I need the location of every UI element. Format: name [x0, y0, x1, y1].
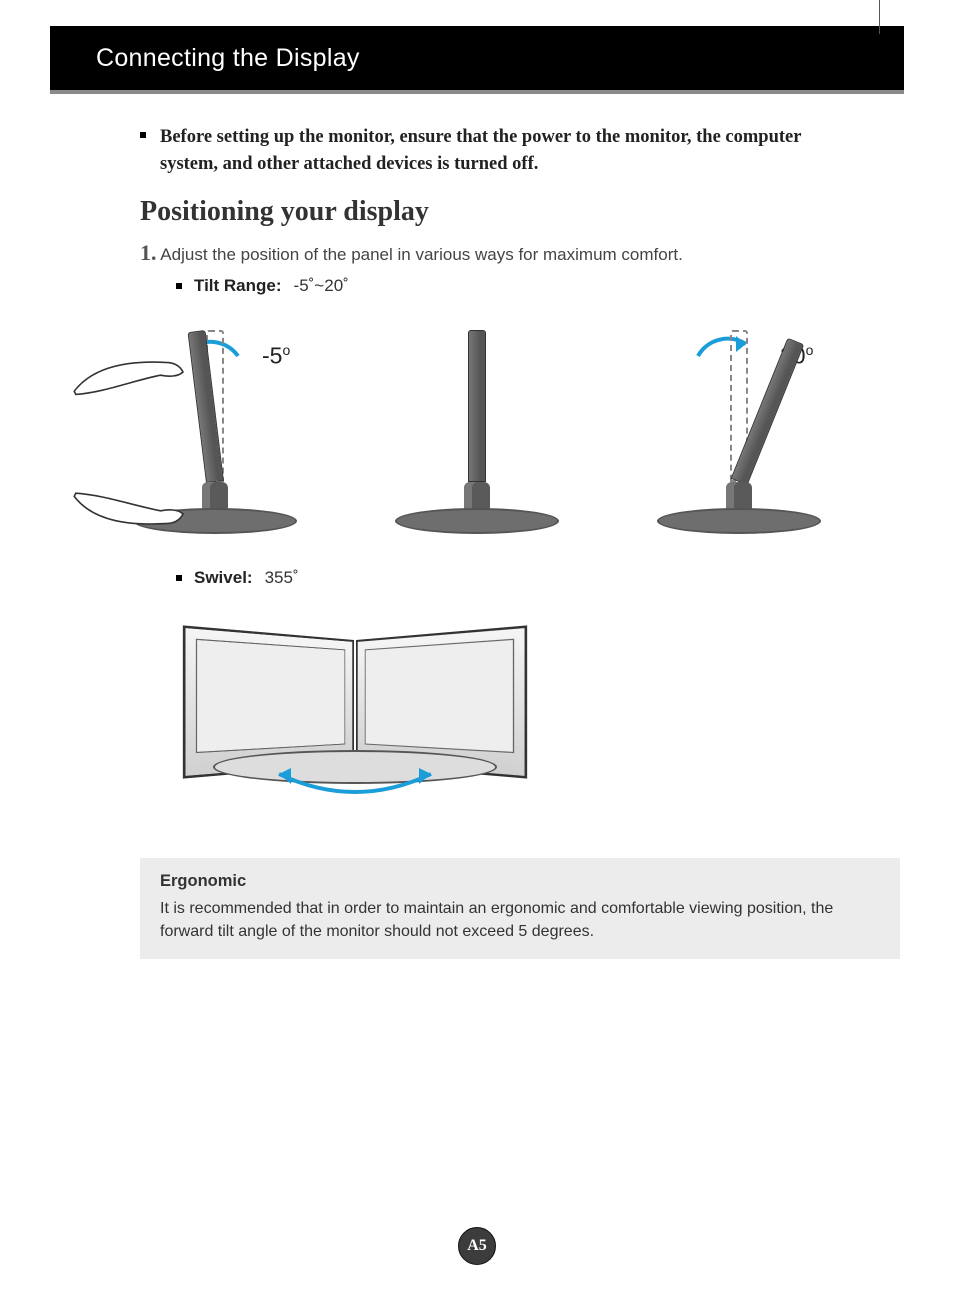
bullet-icon: [140, 132, 146, 138]
content-area: Before setting up the monitor, ensure th…: [50, 94, 904, 959]
tilt-left-label: -5o: [262, 342, 290, 370]
manual-page: Connecting the Display Before setting up…: [0, 0, 954, 1305]
tilt-arrow-icon: [684, 326, 764, 366]
tilt-diagram-row: -5o: [100, 318, 864, 538]
monitor-panel-side: [468, 330, 486, 482]
page-number: A5: [467, 1237, 487, 1255]
ergonomic-heading: Ergonomic: [160, 872, 880, 891]
section-title: Positioning your display: [140, 196, 864, 228]
header-band: Connecting the Display: [50, 26, 904, 90]
monitor-base: [395, 508, 559, 534]
swivel-spec: Swivel: 355˚: [176, 568, 864, 588]
hand-bottom-icon: [70, 490, 200, 530]
tilt-spec: Tilt Range: -5˚~20˚: [176, 276, 864, 296]
step-text: Adjust the position of the panel in vari…: [160, 245, 683, 264]
tilt-label: Tilt Range:: [194, 276, 282, 296]
step-number: 1.: [140, 240, 157, 265]
swivel-label: Swivel:: [194, 568, 253, 588]
bullet-icon: [176, 575, 182, 581]
swivel-arrow-icon: [255, 766, 455, 802]
swivel-diagram: [190, 598, 520, 808]
header-title: Connecting the Display: [96, 44, 360, 73]
crop-mark: [879, 0, 880, 34]
intro-text: Before setting up the monitor, ensure th…: [160, 124, 820, 178]
hand-top-icon: [70, 356, 200, 396]
tilt-diagram-right: 20o: [624, 318, 854, 538]
monitor-base: [657, 508, 821, 534]
ergonomic-note: Ergonomic It is recommended that in orde…: [140, 858, 900, 959]
swivel-value: 355˚: [265, 568, 299, 588]
intro-block: Before setting up the monitor, ensure th…: [140, 124, 864, 178]
page-number-badge: A5: [458, 1227, 496, 1265]
tilt-diagram-center: [362, 318, 592, 538]
tilt-diagram-left: -5o: [100, 318, 330, 538]
ergonomic-body: It is recommended that in order to maint…: [160, 897, 880, 943]
tilt-value: -5˚~20˚: [294, 276, 349, 296]
bullet-icon: [176, 283, 182, 289]
step-1: 1. Adjust the position of the panel in v…: [140, 240, 864, 266]
